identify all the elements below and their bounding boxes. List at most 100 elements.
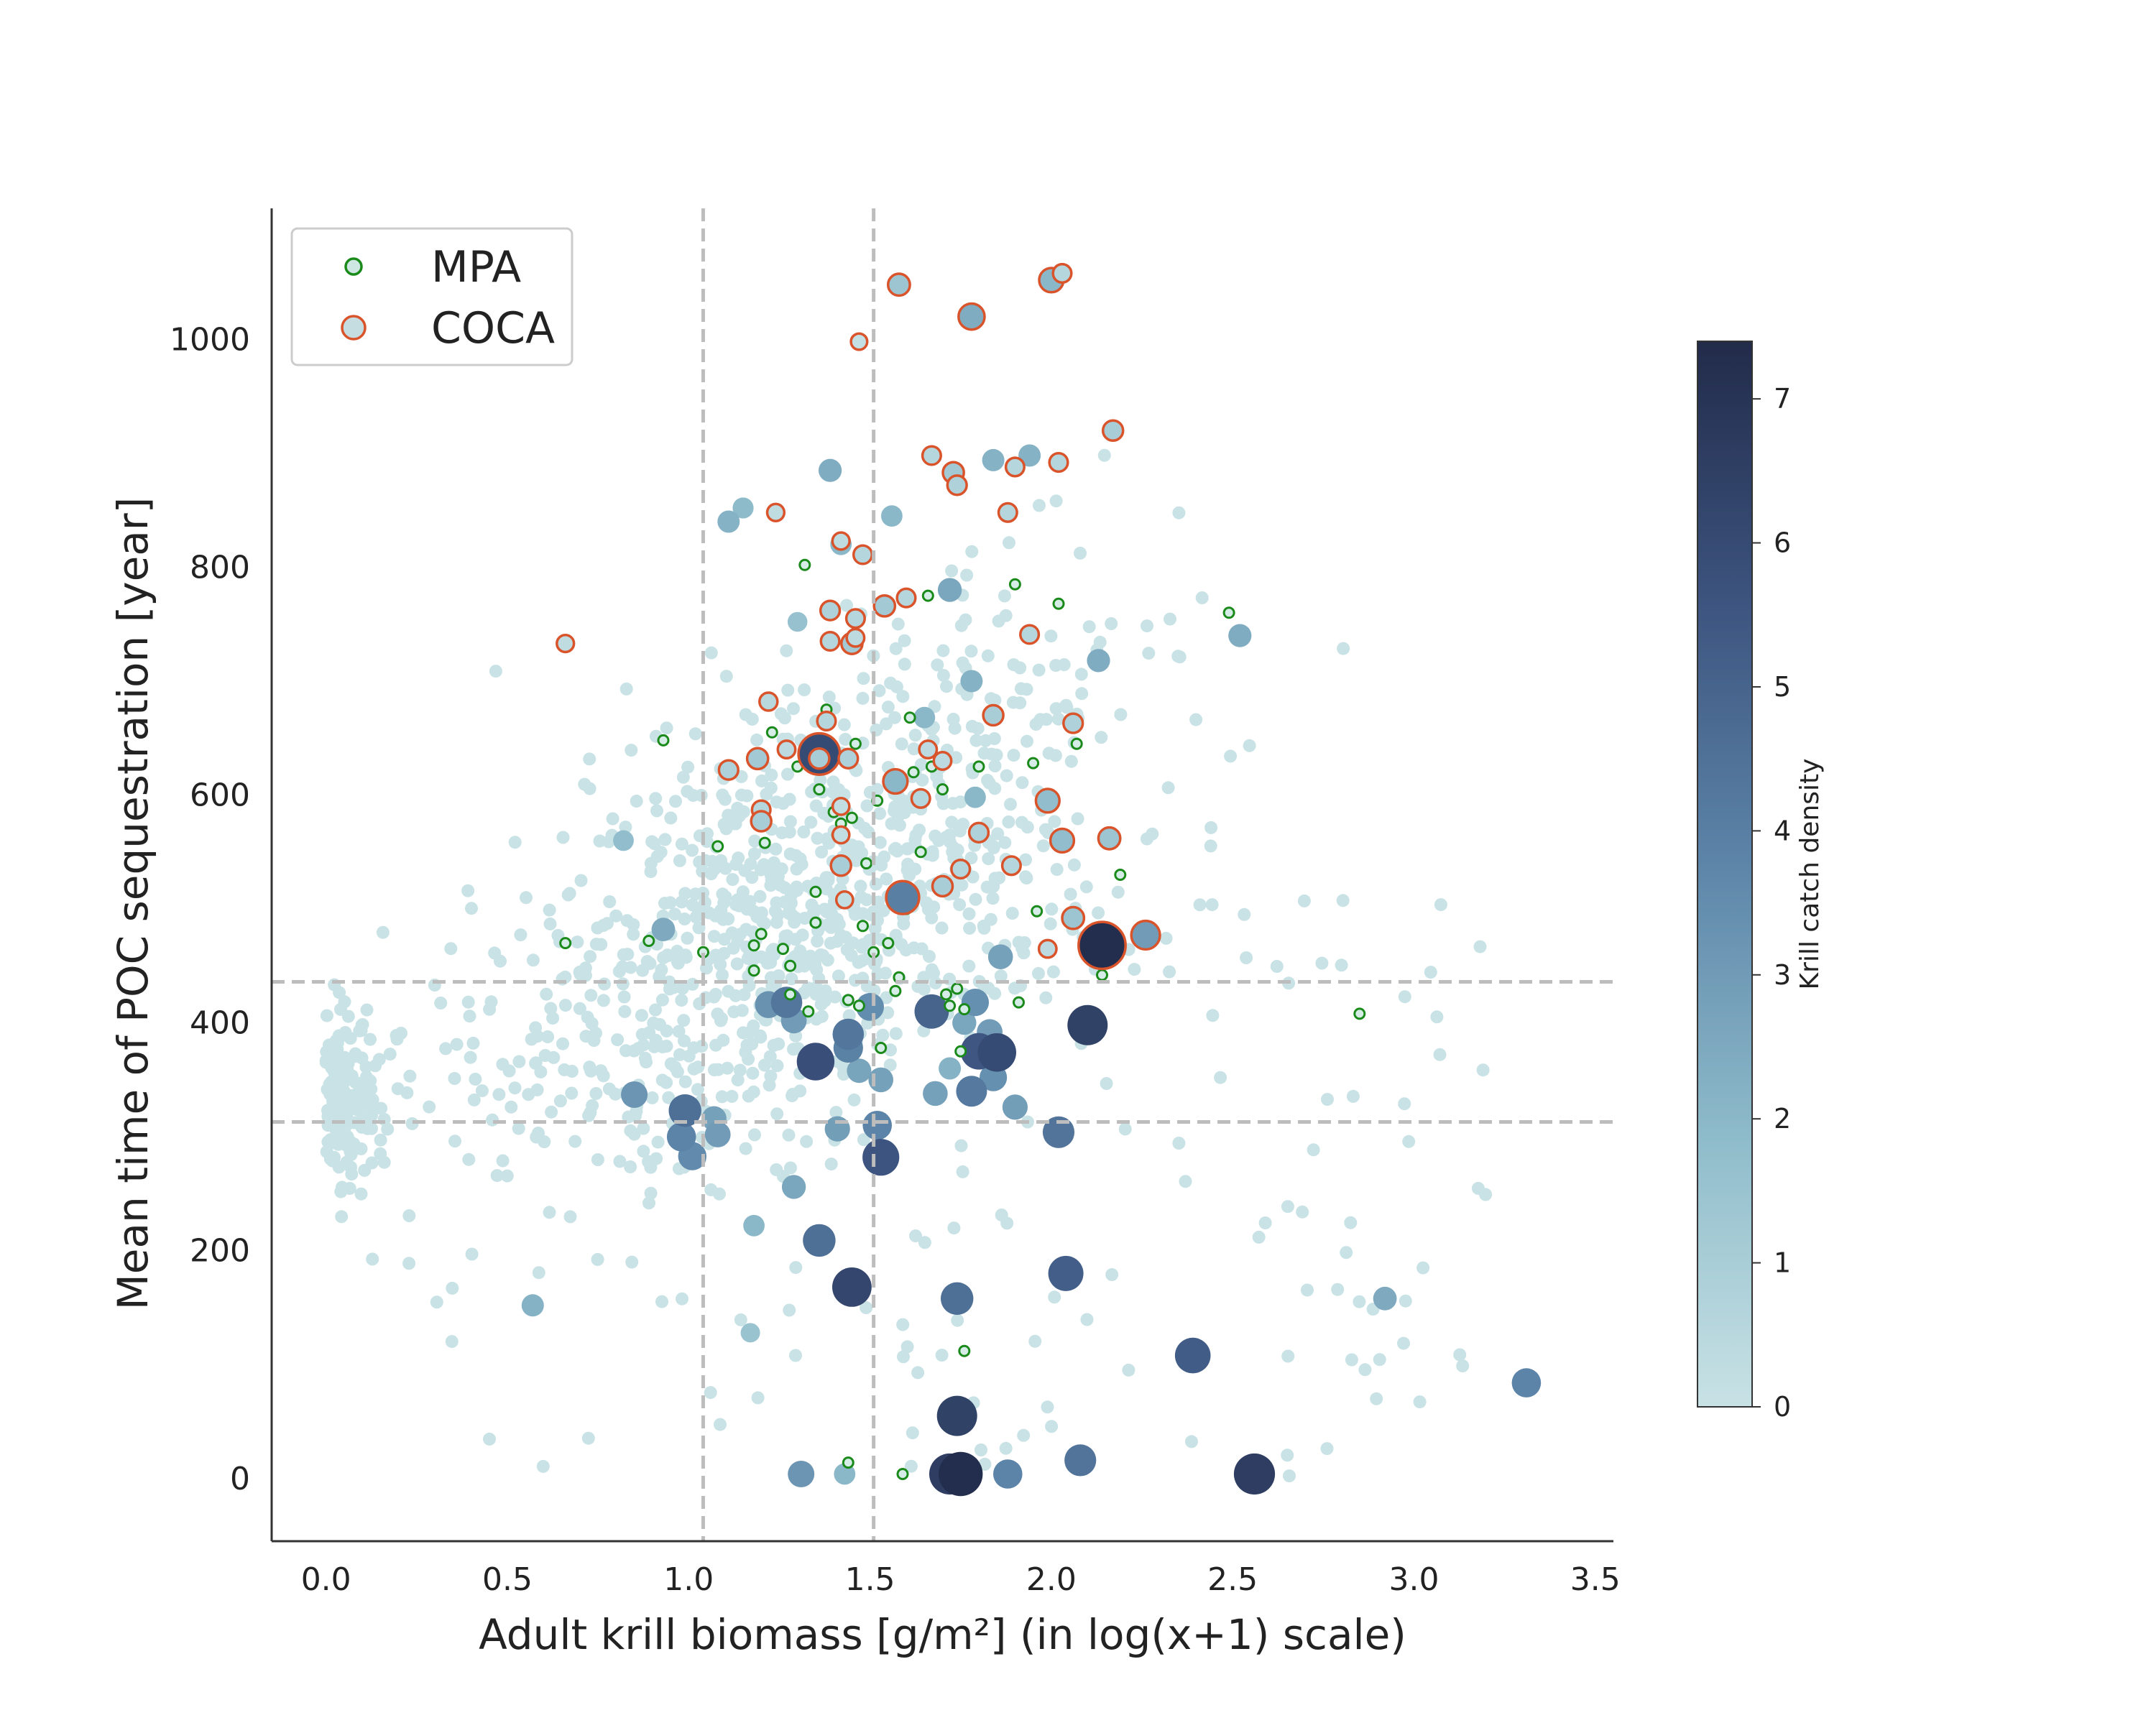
- mpa-point: [747, 964, 760, 977]
- background-point: [1456, 1359, 1470, 1372]
- fished-point: [1064, 1444, 1097, 1477]
- background-point: [589, 1086, 603, 1100]
- background-point: [770, 795, 783, 809]
- fished-point: [982, 448, 1005, 471]
- background-point: [1046, 965, 1060, 979]
- mpa-point: [889, 984, 902, 997]
- fished-point: [1228, 624, 1252, 647]
- legend-coca-marker: [341, 315, 367, 341]
- background-point: [891, 617, 905, 631]
- background-point: [1036, 839, 1050, 853]
- background-point: [349, 1050, 362, 1063]
- fished-point: [939, 1057, 962, 1080]
- background-point: [1015, 776, 1029, 790]
- background-point: [640, 955, 654, 969]
- y-tick-label: 600: [190, 777, 250, 814]
- background-point: [563, 1210, 577, 1224]
- background-point: [883, 1058, 897, 1072]
- axes: [270, 208, 1613, 1543]
- background-point: [1007, 749, 1021, 762]
- background-point: [402, 1257, 416, 1270]
- mpa-point: [940, 988, 952, 1001]
- background-point: [925, 911, 939, 925]
- mpa-point: [1096, 969, 1108, 981]
- background-point: [579, 969, 592, 982]
- background-point: [649, 1003, 662, 1017]
- fished-point: [743, 1214, 765, 1237]
- background-point: [992, 871, 1006, 884]
- background-point: [704, 1386, 717, 1400]
- background-point: [769, 842, 783, 856]
- background-point: [675, 994, 688, 1007]
- background-point: [1017, 1428, 1031, 1442]
- coca-point: [1062, 712, 1084, 734]
- background-point: [1000, 1216, 1014, 1230]
- background-point: [520, 891, 533, 905]
- background-point: [329, 1124, 343, 1137]
- mpa-point: [914, 846, 927, 859]
- background-point: [556, 831, 570, 844]
- y-tick-label: 200: [190, 1233, 250, 1270]
- mpa-point: [1027, 757, 1040, 770]
- background-point: [1473, 940, 1487, 953]
- fished-point: [824, 1116, 850, 1142]
- background-point: [1453, 1348, 1467, 1362]
- background-point: [1243, 739, 1256, 752]
- background-point: [1434, 898, 1447, 912]
- fished-point: [856, 993, 884, 1021]
- coca-point: [808, 747, 831, 770]
- background-point: [616, 977, 630, 991]
- background-point: [1057, 658, 1071, 672]
- background-point: [603, 895, 617, 908]
- background-point: [445, 1335, 459, 1349]
- background-point: [704, 646, 718, 660]
- background-point: [746, 1066, 760, 1080]
- background-point: [1204, 839, 1217, 853]
- background-point: [582, 1109, 596, 1122]
- background-point: [1060, 701, 1074, 714]
- background-point: [935, 921, 949, 935]
- background-point: [739, 1142, 752, 1155]
- background-point: [770, 1107, 784, 1121]
- coca-point: [844, 608, 866, 629]
- background-point: [584, 950, 597, 964]
- background-point: [364, 1074, 377, 1088]
- fished-point: [881, 505, 903, 527]
- background-point: [1067, 858, 1081, 872]
- background-point: [645, 835, 659, 849]
- background-point: [1270, 960, 1284, 973]
- background-point: [655, 1073, 669, 1087]
- background-point: [1008, 981, 1021, 995]
- background-point: [1044, 629, 1058, 643]
- background-point: [767, 856, 780, 869]
- background-point: [489, 665, 502, 678]
- background-point: [896, 690, 910, 703]
- coca-point: [816, 710, 837, 732]
- fished-point: [1018, 444, 1041, 467]
- background-point: [1005, 907, 1019, 920]
- background-point: [1398, 1097, 1411, 1111]
- background-point: [1032, 663, 1046, 677]
- background-point: [936, 669, 950, 682]
- mpa-point: [711, 840, 724, 853]
- background-point: [377, 1155, 391, 1169]
- fished-point: [941, 1282, 974, 1316]
- background-point: [725, 1089, 739, 1103]
- background-point: [1172, 1137, 1186, 1150]
- background-point: [365, 1156, 379, 1170]
- background-point: [1159, 931, 1173, 945]
- background-point: [951, 844, 964, 857]
- background-point: [1189, 713, 1203, 726]
- background-point: [982, 852, 995, 866]
- background-point: [534, 1065, 548, 1078]
- coca-point: [776, 739, 797, 760]
- background-point: [956, 1165, 969, 1178]
- background-point: [784, 896, 798, 910]
- background-point: [965, 545, 979, 558]
- background-point: [514, 928, 528, 942]
- background-point: [748, 834, 762, 848]
- background-point: [1013, 661, 1027, 675]
- background-point: [765, 873, 778, 887]
- background-point: [1114, 708, 1128, 721]
